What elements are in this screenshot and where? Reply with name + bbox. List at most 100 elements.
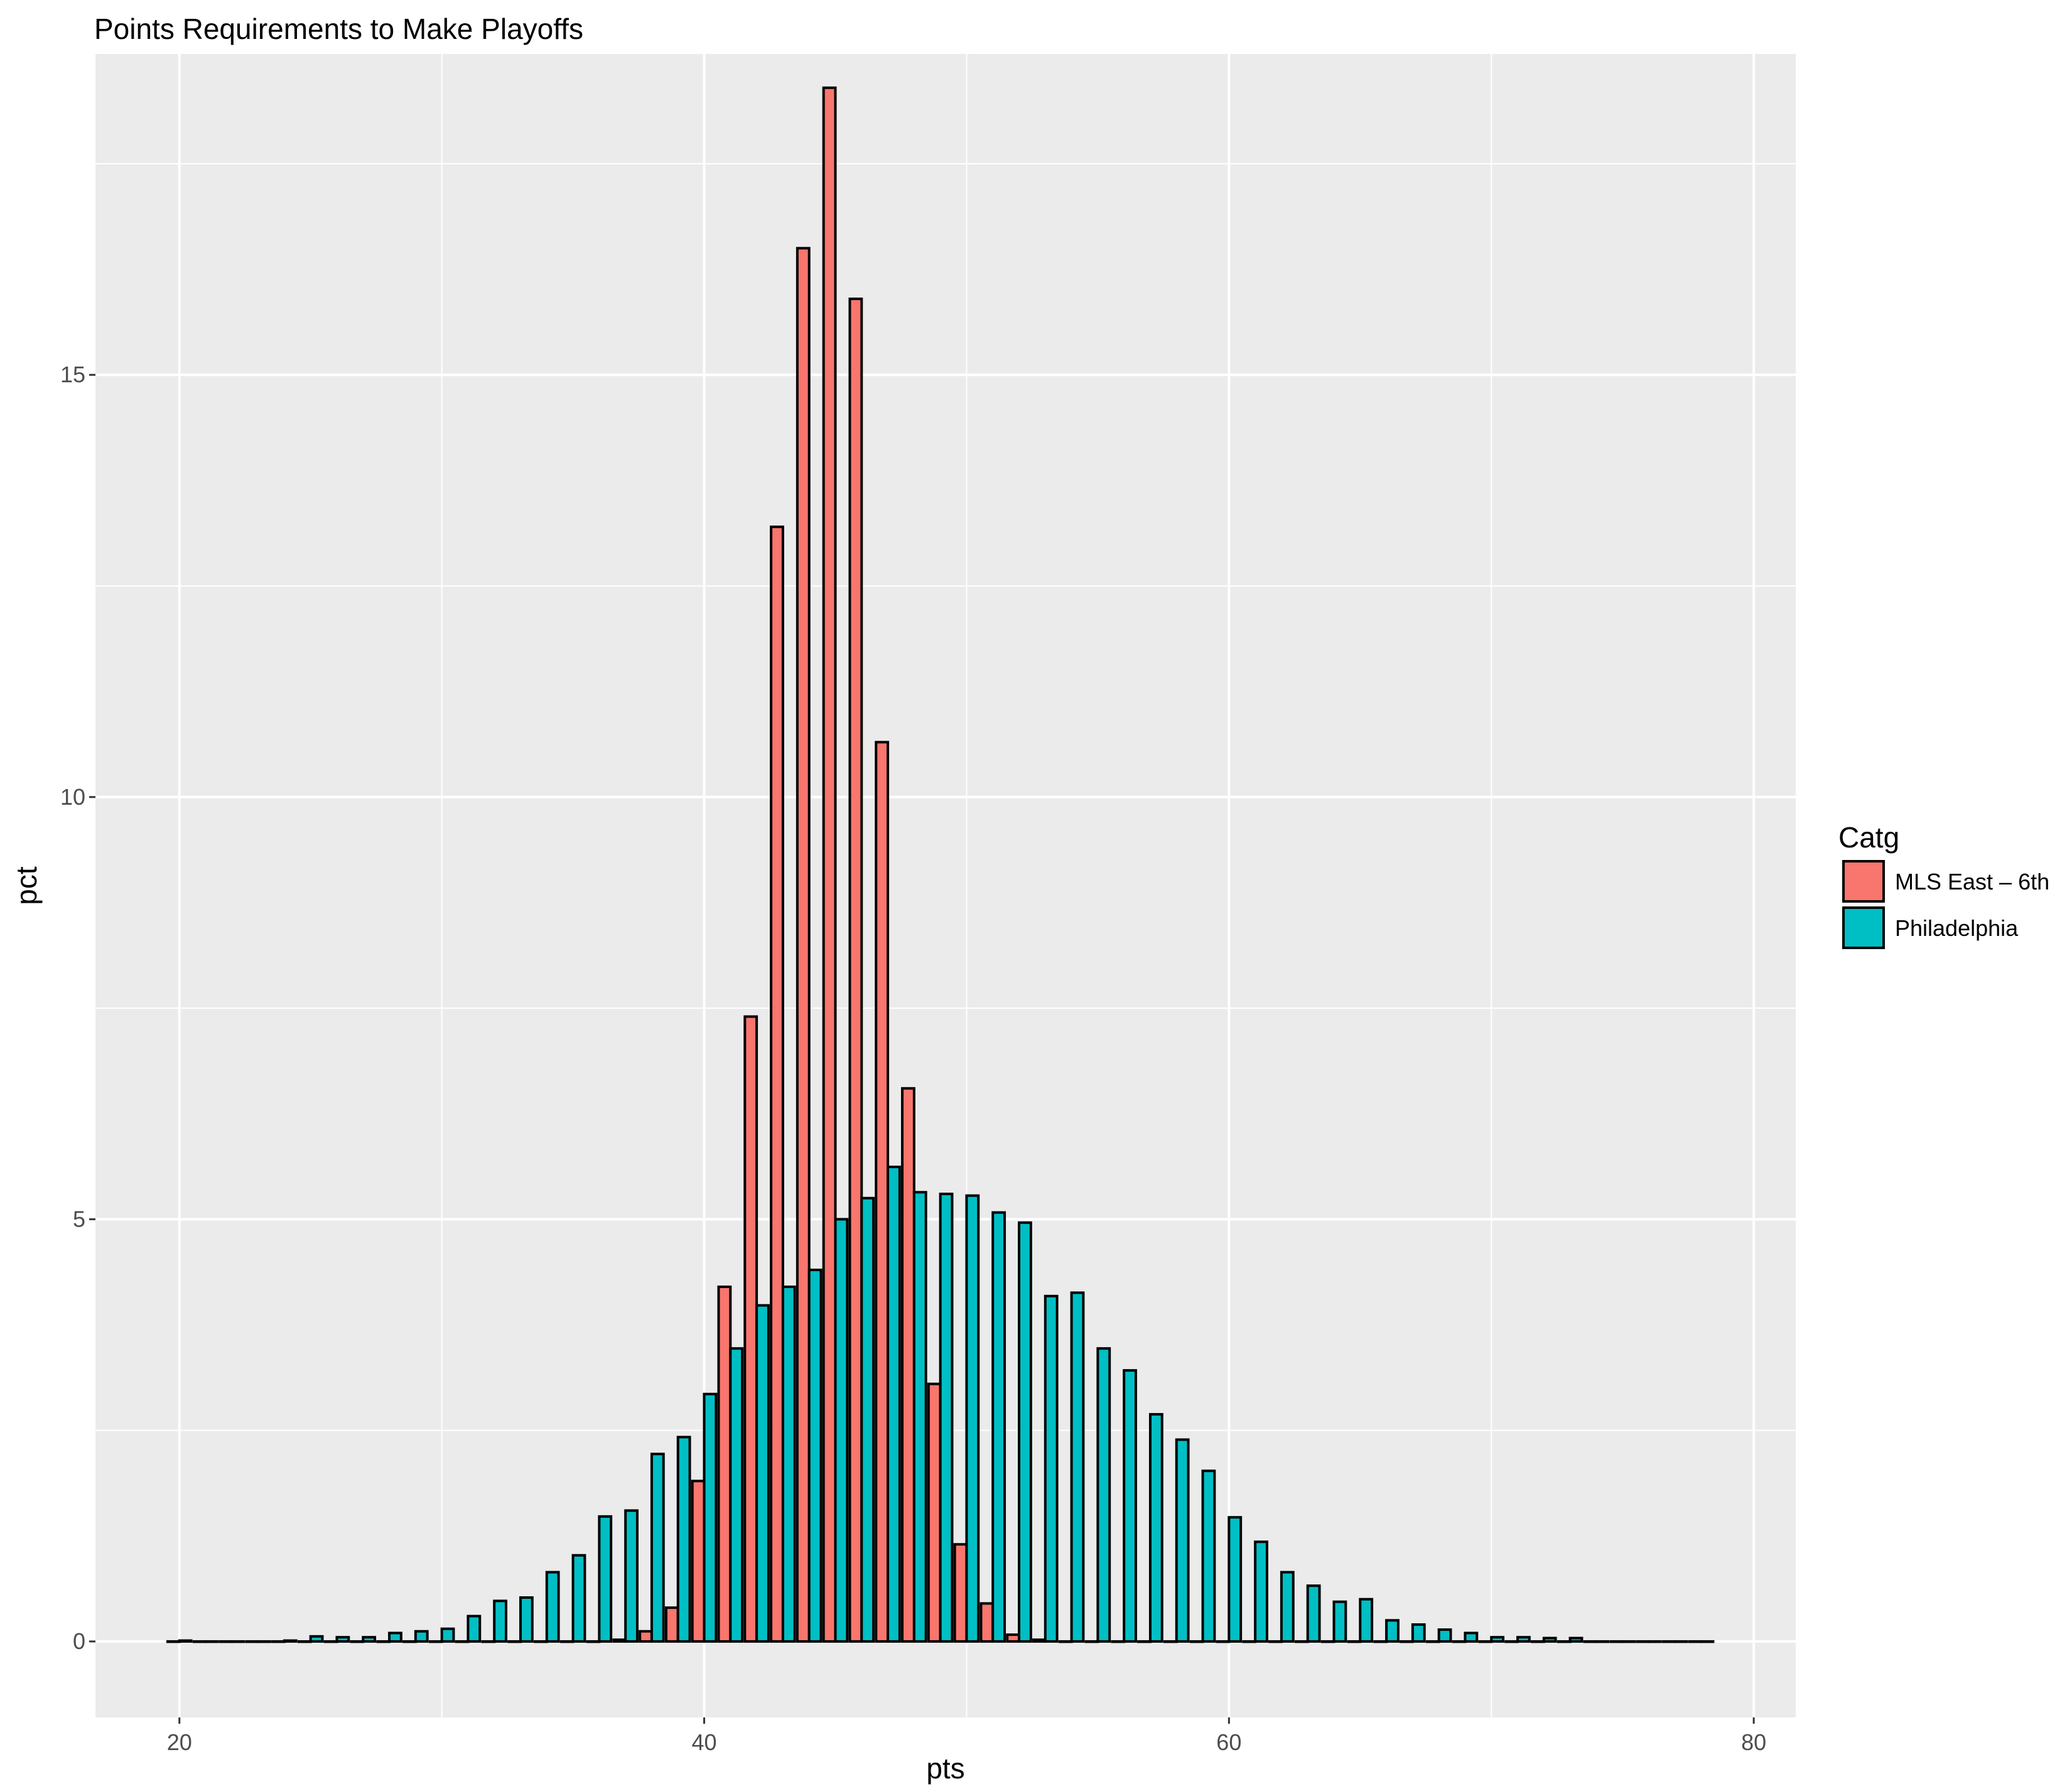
bar-mls-east-6th [166, 1640, 181, 1643]
bar-philadelphia [755, 1304, 770, 1643]
bar-philadelphia [1437, 1628, 1452, 1643]
bar-philadelphia [1464, 1631, 1479, 1643]
bar-mls-east-6th [1189, 1640, 1204, 1643]
x-tick-label: 60 [1216, 1729, 1241, 1755]
y-axis-title: pct [10, 866, 43, 905]
bar-mls-east-6th [1084, 1640, 1099, 1643]
bar-philadelphia [1647, 1640, 1662, 1643]
bar-mls-east-6th [376, 1640, 391, 1643]
bar-philadelphia [388, 1631, 402, 1643]
legend-label: Philadelphia [1895, 915, 2019, 941]
bar-mls-east-6th [822, 86, 837, 1643]
bar-mls-east-6th [1242, 1640, 1257, 1643]
bar-mls-east-6th [559, 1640, 575, 1643]
bar-philadelphia [309, 1635, 324, 1643]
bar-philadelphia [598, 1515, 613, 1643]
bar-mls-east-6th [664, 1606, 679, 1643]
bar-mls-east-6th [770, 525, 784, 1643]
bar-mls-east-6th [1504, 1640, 1519, 1643]
bar-philadelphia [1175, 1438, 1190, 1643]
bar-philadelphia [676, 1436, 691, 1643]
y-tick-label: 5 [73, 1206, 85, 1232]
x-tick-label: 20 [167, 1729, 192, 1755]
bar-philadelphia [467, 1614, 482, 1643]
legend-label: MLS East – 6th [1895, 869, 2049, 894]
bar-philadelphia [887, 1165, 901, 1643]
x-tick-label: 40 [692, 1729, 717, 1755]
minor-gridlines [95, 54, 1796, 1717]
bar-mls-east-6th [1137, 1640, 1152, 1643]
bar-philadelphia [1201, 1469, 1216, 1643]
bar-mls-east-6th [402, 1640, 417, 1643]
bar-mls-east-6th [1111, 1640, 1126, 1643]
y-axis: 0 5 10 15 [60, 362, 95, 1654]
bar-philadelphia [1148, 1413, 1163, 1643]
bar-philadelphia [204, 1640, 219, 1643]
bar-philadelphia [729, 1347, 744, 1643]
bar-philadelphia [257, 1640, 271, 1643]
bar-philadelphia [571, 1554, 586, 1643]
bar-mls-east-6th [323, 1640, 338, 1643]
bar-philadelphia [1542, 1636, 1557, 1643]
bar-mls-east-6th [1320, 1640, 1335, 1643]
bar-philadelphia [1621, 1640, 1636, 1643]
bar-philadelphia [991, 1211, 1006, 1643]
x-tick-label: 80 [1741, 1729, 1766, 1755]
bar-mls-east-6th [953, 1543, 968, 1643]
bar-mls-east-6th [1636, 1640, 1650, 1643]
y-tick-label: 15 [60, 362, 85, 387]
bar-philadelphia [650, 1453, 665, 1643]
major-gridlines [95, 54, 1796, 1717]
bar-philadelphia [860, 1196, 875, 1643]
bar-mls-east-6th [927, 1382, 942, 1643]
bar-philadelphia [1490, 1636, 1505, 1643]
bar-philadelphia [939, 1192, 954, 1643]
bar-mls-east-6th [1425, 1640, 1440, 1643]
bar-philadelphia [703, 1392, 718, 1643]
bar-philadelphia [440, 1627, 455, 1643]
bar-mls-east-6th [901, 1087, 915, 1643]
bar-philadelphia [1096, 1347, 1111, 1643]
bar-philadelphia [230, 1640, 246, 1643]
bar-mls-east-6th [875, 741, 890, 1643]
bar-philadelphia [1123, 1369, 1137, 1643]
bar-philadelphia [1385, 1619, 1400, 1643]
bar-mls-east-6th [717, 1285, 732, 1643]
bar-mls-east-6th [1373, 1640, 1388, 1643]
bar-philadelphia [545, 1571, 560, 1643]
bar-mls-east-6th [481, 1640, 496, 1643]
bar-mls-east-6th [848, 298, 863, 1643]
bar-mls-east-6th [979, 1602, 995, 1643]
bar-mls-east-6th [428, 1640, 443, 1643]
bar-mls-east-6th [1006, 1633, 1021, 1643]
bar-mls-east-6th [192, 1640, 207, 1643]
bar-philadelphia [1228, 1516, 1243, 1643]
bar-mls-east-6th [455, 1640, 470, 1643]
chart-title: Points Requirements to Make Playoffs [94, 13, 583, 45]
bar-mls-east-6th [297, 1640, 312, 1643]
bar-philadelphia [912, 1191, 927, 1643]
bar-philadelphia [1280, 1571, 1295, 1643]
bar-mls-east-6th [1400, 1640, 1414, 1643]
bar-mls-east-6th [1661, 1640, 1676, 1643]
bar-mls-east-6th [533, 1640, 548, 1643]
y-tick-label: 10 [60, 784, 85, 810]
bar-mls-east-6th [1058, 1640, 1073, 1643]
bar-philadelphia [1018, 1221, 1032, 1643]
bar-mls-east-6th [1557, 1640, 1572, 1643]
bar-mls-east-6th [1609, 1640, 1624, 1643]
bar-philadelphia [335, 1636, 350, 1643]
x-axis: 20 40 60 80 [167, 1717, 1766, 1755]
bar-philadelphia [519, 1596, 534, 1643]
bar-mls-east-6th [586, 1640, 601, 1643]
bar-mls-east-6th [350, 1640, 365, 1643]
bar-philadelphia [1044, 1294, 1059, 1643]
bar-philadelphia [1306, 1584, 1321, 1643]
bar-mls-east-6th [796, 247, 811, 1643]
bar-mls-east-6th [612, 1638, 627, 1643]
bar-philadelphia [1700, 1640, 1715, 1643]
bar-mls-east-6th [1294, 1640, 1309, 1643]
bar-philadelphia [414, 1630, 429, 1643]
bar-philadelphia [1411, 1623, 1426, 1643]
bar-mls-east-6th [1688, 1640, 1703, 1643]
